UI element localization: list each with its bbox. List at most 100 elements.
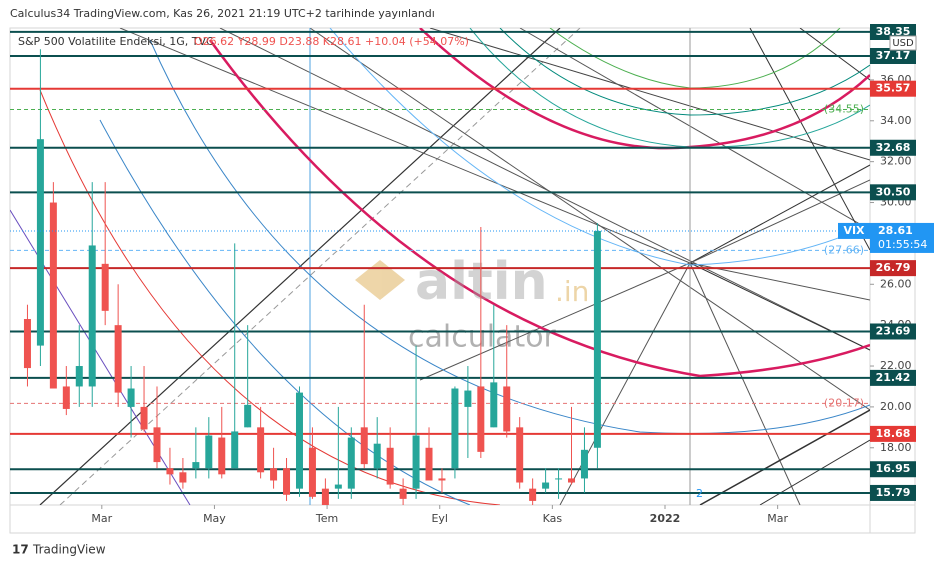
candle-body <box>593 230 601 448</box>
footer-logo: 17 <box>12 543 29 557</box>
candle-body <box>101 263 109 311</box>
candle-body <box>503 386 511 432</box>
level-label: 35.57 <box>876 82 911 95</box>
x-tick-label: 2022 <box>650 512 681 525</box>
level-label: 32.68 <box>876 141 911 154</box>
candle-body <box>114 325 122 393</box>
candle-body <box>477 386 485 452</box>
watermark-logo <box>355 260 405 300</box>
candle-body <box>244 404 252 428</box>
level-label-box <box>870 323 916 340</box>
y-tick-label: 26.00 <box>880 277 912 290</box>
y-tick-label: 20.00 <box>880 400 912 413</box>
candle-body <box>166 468 174 475</box>
candle-body <box>257 427 265 473</box>
watermark-subtitle: calculator <box>408 320 557 355</box>
candle-body <box>425 447 433 481</box>
level-label: 26.79 <box>876 261 911 274</box>
candle-body <box>438 478 446 481</box>
y-tick-label: 32.00 <box>880 155 912 168</box>
candle-body <box>529 488 537 501</box>
level-label: 38.35 <box>876 25 911 38</box>
level-label-box <box>870 139 916 156</box>
candle-body <box>179 472 187 483</box>
x-tick-label: Kas <box>543 512 563 525</box>
symbol-box <box>838 222 870 239</box>
x-tick-label: May <box>203 512 226 525</box>
marker: 2 <box>696 487 703 500</box>
dashed-level-label: (27.66) <box>824 243 864 256</box>
level-label: 18.68 <box>876 427 911 440</box>
level-label-box <box>870 47 916 64</box>
level-label-box <box>870 461 916 478</box>
level-label: 23.69 <box>876 324 911 337</box>
candle-body <box>62 386 70 409</box>
candle-body <box>399 488 407 499</box>
level-label-box <box>870 184 916 201</box>
level-label-box <box>870 484 916 501</box>
candle-body <box>412 435 420 489</box>
candle-body <box>140 406 148 430</box>
y-tick-label: 18.00 <box>880 441 912 454</box>
symbol-label: VIX <box>843 224 865 237</box>
candle-body <box>295 392 303 489</box>
level-label-box <box>870 425 916 442</box>
x-tick-label: Mar <box>91 512 112 525</box>
header: Calculus34 TradingView.com, Kas 26, 2021… <box>10 7 435 20</box>
candle-body <box>88 245 96 387</box>
x-tick-label: Tem <box>315 512 338 525</box>
y-tick-label: 34.00 <box>880 114 912 127</box>
candle-body <box>516 427 524 483</box>
last-price-box <box>870 222 934 253</box>
candle-body <box>218 437 226 475</box>
candle-body <box>127 388 135 407</box>
watermark-tld: .in <box>555 275 589 308</box>
drawings <box>10 28 870 505</box>
candle-body <box>373 443 381 469</box>
candle-body <box>308 447 316 497</box>
dashed-level-label: (34.55) <box>824 103 864 116</box>
candle-body <box>451 388 459 469</box>
chart-title: S&P 500 Volatilite Endeksi, 1G, TVC <box>18 35 214 48</box>
plot-area <box>10 30 870 505</box>
currency: USD <box>892 38 914 49</box>
candle-body <box>231 431 239 469</box>
level-label-box <box>870 369 916 386</box>
candle-body <box>23 319 31 369</box>
candle-body <box>321 488 329 505</box>
level-label-box <box>870 80 916 97</box>
level-label: 21.42 <box>876 371 911 384</box>
x-tick-label: Mar <box>767 512 788 525</box>
dashed-level-label: (20.17) <box>824 396 864 409</box>
candle-body <box>192 462 200 469</box>
countdown: 01:55:54 <box>878 238 927 251</box>
candle-body <box>36 139 44 346</box>
candle-body <box>360 427 368 465</box>
candle-body <box>153 427 161 463</box>
footer: TradingView <box>32 543 106 557</box>
candle-body <box>386 447 394 485</box>
candle-body <box>334 484 342 489</box>
level-label-box <box>870 260 916 277</box>
candle-body <box>542 482 550 489</box>
level-label: 15.79 <box>876 486 911 499</box>
candle-body <box>75 366 83 387</box>
last-price-label: 28.61 <box>878 224 913 237</box>
x-tick-label: Eyl <box>431 512 448 525</box>
chart-frame <box>9 27 916 534</box>
ohlc-legend: O26.62 Y28.99 D23.88 K28.61 +10.04 (+54.… <box>194 35 469 48</box>
currency-box <box>889 35 917 51</box>
candle-body <box>490 382 498 428</box>
level-label: 30.50 <box>876 185 911 198</box>
candle-body <box>49 202 57 389</box>
candle-body <box>568 478 576 483</box>
level-label: 16.95 <box>876 462 911 475</box>
candle-body <box>270 468 278 481</box>
candle-body <box>555 478 563 480</box>
candle-body <box>283 468 291 495</box>
candle-body <box>347 437 355 489</box>
level-label: 37.17 <box>876 49 911 62</box>
y-tick-label: 22.00 <box>880 359 912 372</box>
candle-body <box>580 449 588 479</box>
